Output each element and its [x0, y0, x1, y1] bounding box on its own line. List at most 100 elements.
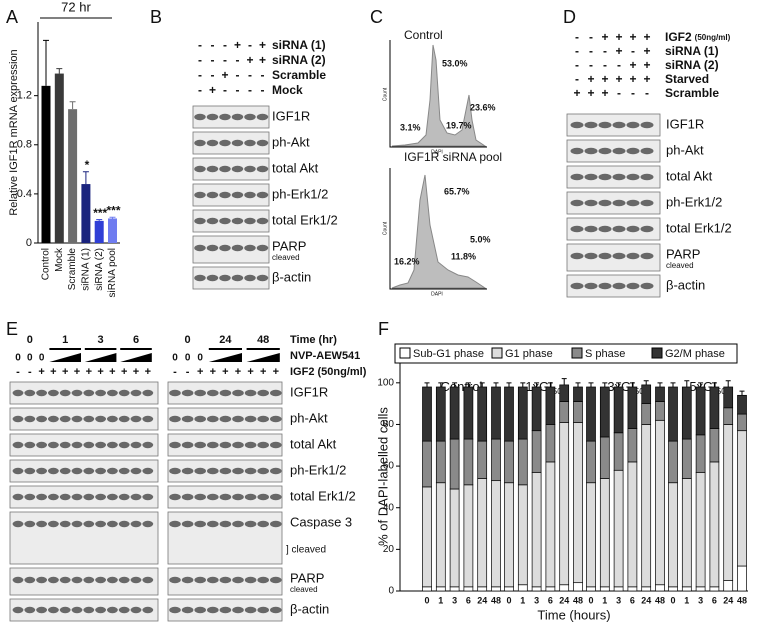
blot-band — [95, 493, 106, 501]
blot-band — [194, 441, 206, 449]
condition-name: siRNA (2) — [272, 53, 326, 67]
y-tick-label: 80 — [383, 419, 395, 430]
header-label: Time (hr) — [290, 334, 337, 346]
blot-band — [256, 191, 269, 199]
x-tick-label: Control — [41, 248, 52, 280]
panel-label: C — [370, 7, 383, 27]
blot-band — [12, 576, 24, 584]
sign: + — [221, 68, 228, 82]
condition-name: siRNA (1) — [272, 38, 326, 52]
blot-band — [142, 415, 154, 423]
blot-band — [59, 467, 71, 475]
bar-segment — [586, 586, 596, 592]
sign: - — [223, 38, 227, 52]
blot-band — [256, 217, 269, 225]
group-label: Control — [441, 379, 483, 394]
blot-band — [207, 415, 219, 423]
blot-band — [12, 467, 24, 475]
histogram-percent: 11.8% — [451, 251, 476, 261]
bar-segment — [559, 401, 570, 423]
x-tick-label: Scramble — [67, 248, 78, 291]
blot-band — [570, 199, 584, 207]
blot-band — [194, 191, 206, 199]
sign: - — [236, 68, 240, 82]
blot-band — [48, 415, 59, 423]
blot-band — [207, 467, 219, 475]
error-bar — [643, 380, 649, 385]
panel-label: E — [6, 319, 18, 339]
bar-segment — [723, 386, 734, 409]
blot-band — [584, 147, 598, 155]
blot-band — [194, 165, 206, 173]
bar-segment — [599, 386, 610, 438]
blot-band — [194, 576, 206, 584]
blot-band — [181, 493, 194, 501]
blot-band — [12, 520, 24, 528]
blot-band — [118, 576, 130, 584]
dose-wedge — [84, 353, 117, 362]
bar-segment — [709, 386, 720, 429]
x-tick-label: 1 — [684, 595, 689, 605]
blot-band — [71, 415, 83, 423]
x-tick-label: 6 — [712, 595, 717, 605]
group-label: 5xGI50 — [689, 379, 726, 396]
blot-strip — [167, 511, 283, 565]
blot-band — [12, 606, 24, 614]
bar-segment — [422, 440, 432, 488]
blot-band — [107, 493, 118, 501]
sign: + — [601, 30, 608, 44]
blot-band — [169, 493, 181, 501]
error-bar — [657, 382, 663, 387]
blot-band — [48, 467, 59, 475]
blot-band — [640, 225, 654, 233]
bar-segment — [655, 401, 665, 421]
blot-band — [71, 576, 83, 584]
bar — [41, 85, 51, 243]
blot-band — [206, 217, 219, 225]
blot-band — [118, 493, 130, 501]
blot-band — [612, 121, 626, 129]
bar-segment — [586, 440, 596, 484]
blot-band — [107, 389, 118, 397]
bar-segment — [655, 584, 665, 592]
blot-band — [71, 493, 83, 501]
bar-segment — [641, 384, 652, 404]
histogram-percent: 23.6% — [470, 102, 496, 112]
blot-band — [118, 415, 130, 423]
blot-band — [231, 139, 244, 147]
blot-band — [59, 441, 71, 449]
y-tick-label: 60 — [383, 461, 395, 472]
sign: + — [74, 366, 80, 378]
blot-band — [244, 467, 257, 475]
sign: + — [643, 30, 650, 44]
blot-band — [181, 467, 194, 475]
blot-band — [130, 576, 142, 584]
blot-band — [270, 493, 282, 501]
bar-segment — [599, 478, 610, 588]
blot-band — [219, 441, 232, 449]
blot-band — [83, 606, 95, 614]
x-tick-label: 48 — [491, 595, 501, 605]
blot-band — [219, 389, 232, 397]
significance: *** — [93, 206, 107, 220]
blot-band — [612, 199, 626, 207]
bar-segment — [449, 488, 460, 588]
blot-band — [130, 441, 142, 449]
condition-label: siRNA (1) — [665, 44, 719, 58]
dose-wedge — [49, 353, 81, 362]
bar-segment — [695, 471, 706, 588]
blot-band — [256, 244, 269, 252]
bar-segment — [613, 432, 624, 471]
bar-segment — [668, 586, 678, 592]
blot-strip — [192, 266, 270, 290]
sign: - — [173, 366, 177, 378]
blot-band — [640, 147, 654, 155]
blot-label: ph-Akt — [290, 410, 328, 425]
sign: - — [198, 68, 202, 82]
blot-label: ph-Akt — [666, 142, 704, 157]
blot-band — [640, 252, 654, 260]
group-sub: 50 — [635, 387, 644, 396]
blot-band — [71, 520, 83, 528]
error-bar — [684, 380, 690, 387]
nvp-zero: 0 — [27, 353, 33, 364]
